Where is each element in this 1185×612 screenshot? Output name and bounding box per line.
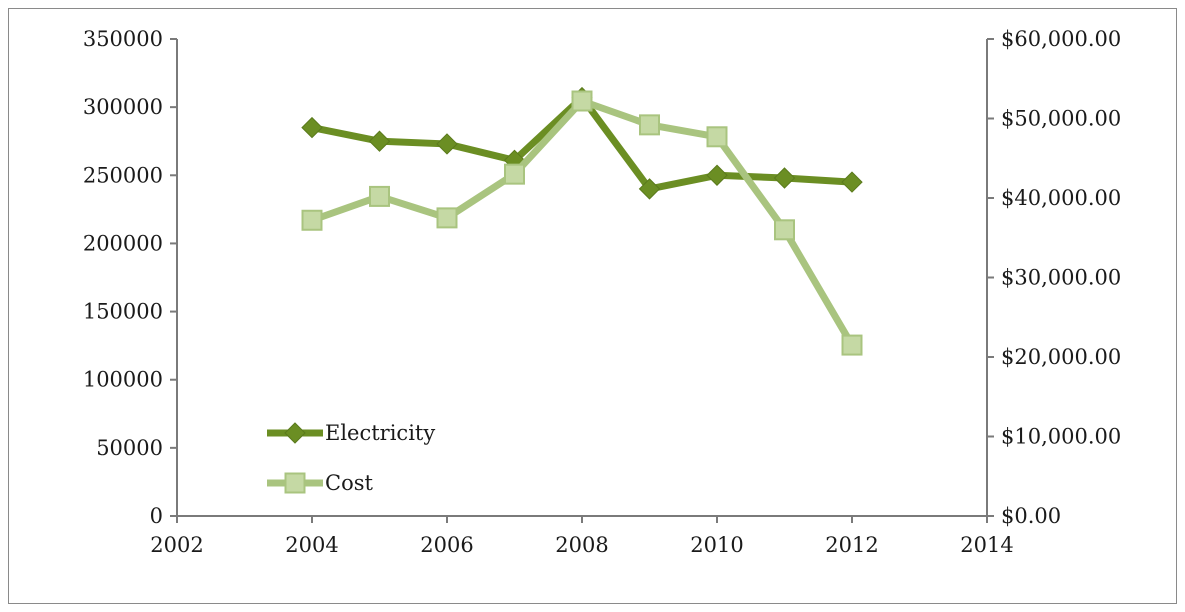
- y-left-tick-label: 0: [150, 504, 163, 528]
- data-point-electricity: [638, 178, 661, 200]
- x-tick-label: 2006: [420, 533, 473, 557]
- y-right-tick-label: $50,000.00: [1001, 107, 1121, 131]
- y-right-tick-label: $0.00: [1001, 504, 1061, 528]
- data-point-cost: [436, 207, 458, 229]
- series-cost: [301, 90, 863, 356]
- y-right-tick-label: $10,000.00: [1001, 425, 1121, 449]
- y-right-tick-label: $30,000.00: [1001, 266, 1121, 290]
- data-point-cost: [706, 126, 728, 148]
- x-tick-label: 2004: [285, 533, 338, 557]
- data-point-electricity: [301, 116, 323, 139]
- y-left-tick-label: 150000: [83, 300, 163, 324]
- legend: Electricity Cost: [267, 421, 435, 495]
- legend-label-electricity: Electricity: [325, 421, 435, 445]
- y-right-tick-label: $60,000.00: [1001, 27, 1121, 51]
- y-right-tick-label: $40,000.00: [1001, 186, 1121, 210]
- x-tick-label: 2012: [825, 533, 878, 557]
- x-tick-label: 2008: [555, 533, 608, 557]
- data-point-electricity: [706, 164, 728, 186]
- data-point-cost: [571, 90, 593, 112]
- legend-marker-cost: [284, 472, 306, 494]
- data-point-electricity: [368, 130, 391, 152]
- data-point-electricity: [436, 133, 458, 155]
- data-point-cost: [504, 163, 525, 185]
- legend-label-cost: Cost: [325, 471, 373, 495]
- series-layer: [301, 86, 863, 356]
- y-left-tick-label: 300000: [83, 95, 163, 119]
- data-point-electricity: [773, 167, 796, 189]
- axes: 2002 2004 2006 2008 2010 2012 2014 0 50000 100000…: [83, 27, 1121, 557]
- y-left-tick-label: 350000: [83, 27, 163, 51]
- chart-frame: 2002 2004 2006 2008 2010 2012 2014 0 50000 100000…: [8, 8, 1177, 604]
- data-point-electricity: [841, 171, 863, 193]
- y-left-tick-label: 200000: [83, 231, 163, 255]
- data-point-cost: [369, 185, 390, 207]
- x-tick-label: 2002: [150, 533, 203, 557]
- legend-item-cost: Cost: [267, 471, 373, 495]
- data-point-cost: [774, 219, 795, 241]
- legend-marker-electricity: [284, 422, 306, 444]
- x-tick-label: 2014: [960, 533, 1013, 557]
- legend-item-electricity: Electricity: [267, 421, 435, 445]
- series-line-cost: [308, 97, 856, 349]
- data-point-cost: [841, 334, 863, 356]
- line-chart: 2002 2004 2006 2008 2010 2012 2014 0 50000 100000…: [83, 27, 1121, 557]
- data-point-cost: [639, 114, 660, 136]
- y-left-tick-label: 100000: [83, 368, 163, 392]
- y-left-tick-label: 250000: [83, 163, 163, 187]
- x-tick-label: 2010: [690, 533, 743, 557]
- data-point-cost: [301, 209, 323, 231]
- y-left-tick-label: 50000: [96, 436, 163, 460]
- y-right-tick-label: $20,000.00: [1001, 345, 1121, 369]
